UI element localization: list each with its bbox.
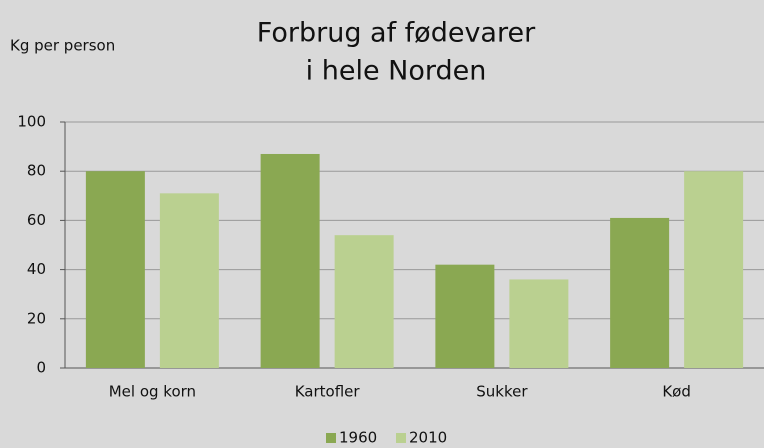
bar bbox=[610, 217, 670, 368]
y-tick-label: 20 bbox=[27, 309, 46, 327]
bar bbox=[435, 264, 495, 368]
bar bbox=[159, 193, 219, 368]
bar bbox=[334, 235, 394, 368]
bar bbox=[85, 171, 145, 368]
y-tick-label: 100 bbox=[17, 113, 46, 131]
chart-title: i hele Norden bbox=[306, 56, 487, 87]
x-tick-label: Mel og korn bbox=[109, 383, 196, 401]
legend-swatch bbox=[396, 433, 406, 443]
chart-title: Forbrug af fødevarer bbox=[257, 18, 536, 49]
y-tick-label: 0 bbox=[36, 359, 46, 377]
bar bbox=[684, 171, 744, 368]
x-tick-label: Kød bbox=[662, 383, 691, 401]
x-tick-label: Kartofler bbox=[295, 383, 361, 401]
x-tick-label: Sukker bbox=[476, 383, 528, 401]
y-tick-label: 60 bbox=[27, 211, 46, 229]
legend-label: 2010 bbox=[409, 429, 447, 447]
bar bbox=[509, 279, 569, 368]
legend-label: 1960 bbox=[339, 429, 377, 447]
y-axis-label: Kg per person bbox=[10, 37, 115, 55]
y-tick-label: 40 bbox=[27, 260, 46, 278]
bar bbox=[260, 153, 320, 368]
legend-swatch bbox=[326, 433, 336, 443]
y-tick-label: 80 bbox=[27, 162, 46, 180]
